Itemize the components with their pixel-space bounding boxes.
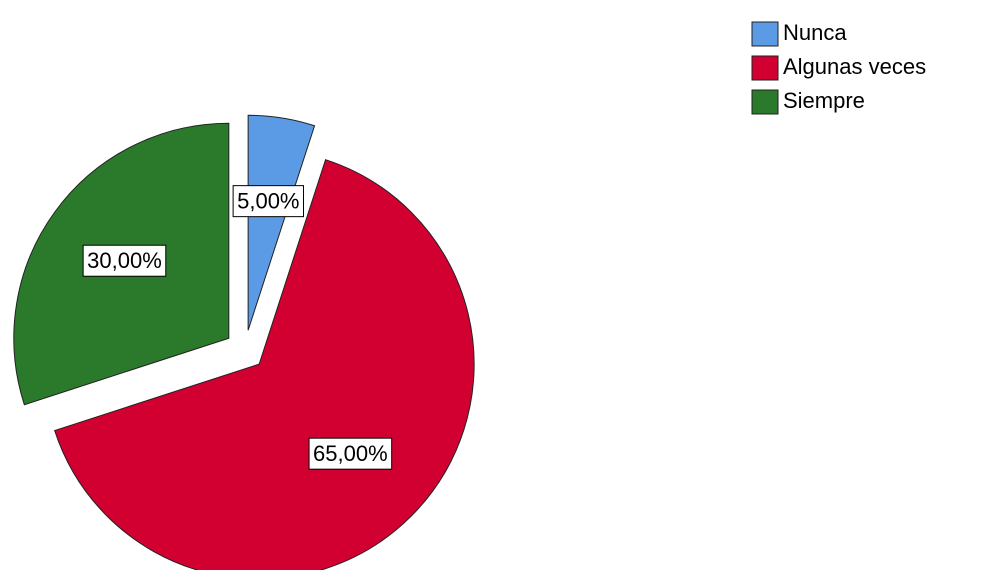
data-label: 5,00% [237, 189, 299, 214]
legend-swatch [751, 21, 779, 47]
data-label: 30,00% [87, 248, 162, 273]
data-label-box [232, 185, 305, 218]
data-label-box [82, 244, 167, 277]
legend-swatch [751, 55, 779, 81]
pie-slice [247, 114, 316, 331]
data-label-box [308, 437, 393, 470]
data-label: 65,00% [313, 441, 388, 466]
legend-label: Nunca [783, 20, 847, 45]
legend-label: Algunas veces [783, 54, 926, 79]
legend-label: Siempre [783, 88, 865, 113]
legend-swatch [751, 89, 779, 115]
